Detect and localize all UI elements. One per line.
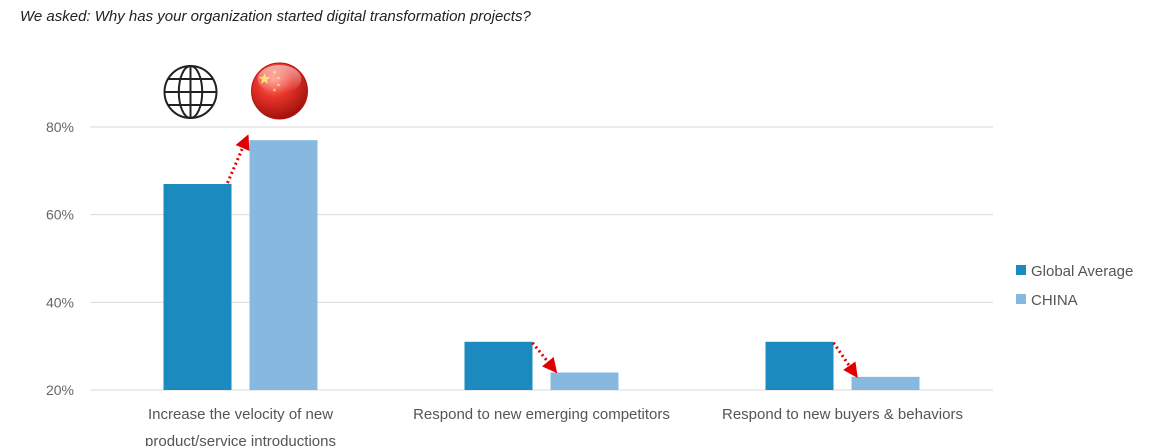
x-category-label: Respond to new emerging competitors <box>413 406 670 423</box>
bar-china-2 <box>851 376 920 390</box>
trend-arrow-down <box>832 341 858 379</box>
bar-china-0 <box>249 140 318 390</box>
bar-global-average-0 <box>163 183 232 390</box>
x-category-label: Respond to new buyers & behaviors <box>722 406 963 423</box>
trend-arrow-up <box>226 134 250 184</box>
bar-global-average-2 <box>765 341 834 390</box>
trend-arrow-down <box>531 341 558 374</box>
globe-icon <box>163 65 218 119</box>
bar-global-average-1 <box>464 341 533 390</box>
x-category-label: Increase the velocity of new <box>148 406 333 423</box>
chart-title: We asked: Why has your organization star… <box>20 8 531 25</box>
legend-label: Global Average <box>1031 263 1133 280</box>
y-tick-label: 80% <box>46 119 74 135</box>
legend-label: CHINA <box>1031 292 1078 309</box>
bar-china-1 <box>550 372 619 390</box>
china-flag-icon <box>251 62 308 120</box>
legend-swatch <box>1016 265 1026 275</box>
x-category-label: product/service introductions <box>145 433 336 446</box>
y-tick-label: 40% <box>46 294 74 310</box>
y-tick-label: 60% <box>46 207 74 223</box>
legend-swatch <box>1016 294 1026 304</box>
y-tick-label: 20% <box>46 382 74 398</box>
